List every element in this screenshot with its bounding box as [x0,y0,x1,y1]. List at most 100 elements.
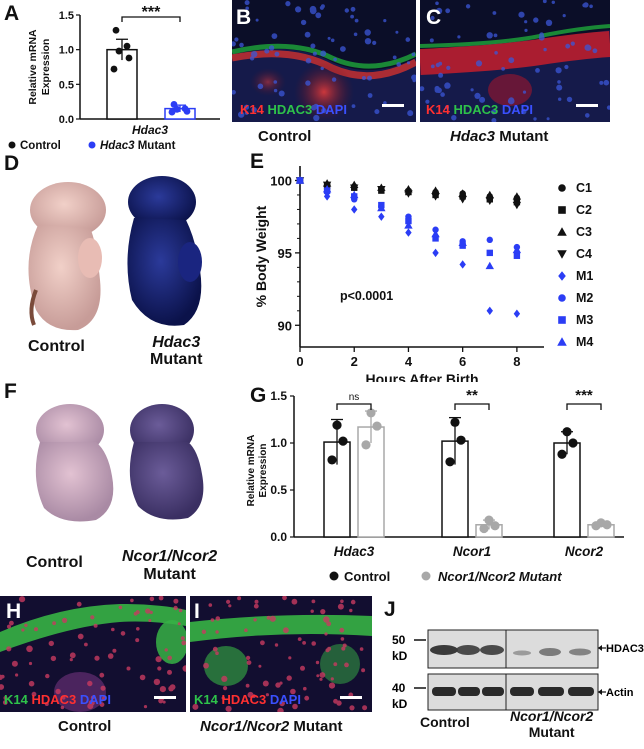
nucleus-dot [543,47,547,52]
nucleus-dot [253,618,257,622]
blot-label-actin: Actin [606,687,634,699]
nucleus-dot [93,623,98,628]
data-point-m4 [350,190,359,199]
data-point-m4 [512,245,522,254]
nucleus-dot [444,85,448,89]
nucleus-dot [48,640,54,647]
legend-marker-m4 [557,337,567,346]
chart-g: 0.0 0.5 1.0 1.5 Relative mRNAExpression ns Hda… [246,387,624,584]
nucleus-dot [33,627,39,632]
nucleus-dot [330,677,334,681]
data-point [110,65,118,73]
panel-label-b: B [236,6,252,29]
x-tick-label: 0 [296,354,303,369]
data-point-c3 [512,192,522,200]
nucleus-dot [203,662,209,669]
nucleus-dot [475,60,483,67]
nucleus-dot [589,4,593,9]
micrograph-i-image [190,596,372,712]
data-point-m4 [458,238,467,246]
nucleus-dot [2,700,8,705]
data-point [115,47,123,55]
nucleus-dot [396,62,401,67]
micrograph-h-image [0,596,186,712]
nucleus-dot [50,655,57,662]
data-point-c4 [350,184,359,192]
legend-label-control: Control [344,569,390,584]
nucleus-dot [244,0,250,6]
panel-label-j: J [384,598,396,621]
nucleus-dot [0,674,5,679]
nucleus-dot [330,38,335,43]
x-tick-label: 4 [405,354,413,369]
nucleus-dot [551,0,555,4]
nucleus-dot [158,596,164,601]
caption-b-control: Control [258,128,312,145]
nucleus-dot [145,608,151,614]
data-point-c3 [431,186,440,194]
nucleus-dot [245,683,250,688]
nucleus-dot [164,648,168,652]
nucleus-dot [215,651,219,655]
nucleus-dot [255,18,259,22]
nucleus-dot [342,643,347,648]
nucleus-dot [327,36,331,40]
nucleus-dot [508,57,515,64]
data-point-m4 [485,261,494,270]
nucleus-dot [470,88,474,92]
data-point [183,107,191,115]
data-point-m3 [486,249,493,257]
nucleus-dot [570,41,575,46]
legend-label-m1: M1 [576,269,593,283]
nucleus-dot [457,35,461,39]
nucleus-dot [392,55,397,60]
data-point-m4 [295,176,305,184]
nucleus-dot [288,656,292,660]
nucleus-dot [168,685,174,692]
micrograph-b [232,0,416,122]
panel-label-e: E [250,150,265,173]
nucleus-dot [55,688,61,695]
nucleus-dot [9,620,14,626]
nucleus-dot [383,19,387,23]
blot-marker-50: 50 [392,633,406,647]
y-tick-label: 100 [270,173,292,188]
caption-c-word: Mutant [499,128,549,145]
nucleus-dot [254,599,259,604]
nucleus-dot [61,695,66,700]
data-point [332,420,342,430]
nucleus-dot [239,42,244,48]
nucleus-dot [340,637,345,641]
micrograph-b-image [232,0,416,122]
nucleus-dot [349,705,355,711]
nucleus-dot [304,31,311,38]
nucleus-dot [411,52,416,57]
data-point-m1 [351,205,358,214]
nucleus-dot [143,705,148,709]
data-point-m3 [432,235,439,242]
nucleus-dot [260,640,265,646]
nucleus-dot [324,632,328,636]
micrograph-h [0,596,186,712]
legend-label-mutant: Ncor1/Ncor2 Mutant [438,569,562,584]
nucleus-dot [221,696,225,700]
data-point-m4 [404,221,413,229]
y-tick-label: 1.5 [270,389,287,403]
legend-label-c1: C1 [576,181,592,195]
nucleus-dot [372,40,377,46]
nucleus-dot [90,615,95,620]
pup-control-f [35,404,114,522]
legend-label-control: Control [20,140,61,150]
nucleus-dot [302,641,306,645]
nucleus-dot [438,72,444,78]
nucleus-dot [249,56,255,61]
legend-label-c2: C2 [576,203,592,217]
nucleus-dot [223,686,228,691]
nucleus-dot [44,702,49,706]
data-point-m1 [378,212,385,221]
nucleus-dot [135,638,140,643]
nucleus-dot [126,666,131,671]
nucleus-dot [336,700,342,706]
nucleus-dot [262,680,269,687]
nucleus-dot [349,608,353,613]
